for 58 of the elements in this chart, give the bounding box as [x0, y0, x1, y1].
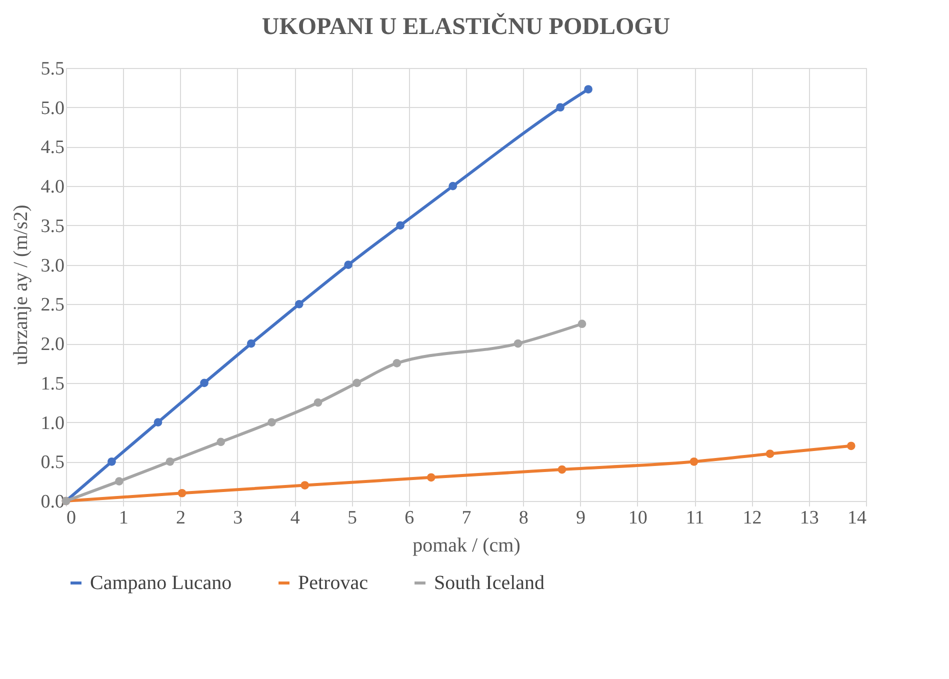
y-tick-label: 4.0 — [40, 176, 64, 198]
point — [300, 481, 310, 490]
y-tick-label: 4.5 — [40, 137, 64, 158]
point — [294, 300, 304, 308]
y-axis-title: ubrzanje ay / (m/s2) — [10, 204, 32, 366]
y-tick-label: 5.0 — [40, 98, 64, 119]
point — [344, 260, 352, 269]
point — [426, 473, 436, 482]
y-tick-label: 0.5 — [40, 452, 64, 474]
point — [178, 488, 186, 498]
point — [514, 339, 522, 348]
point — [314, 398, 322, 407]
legend-label: South Iceland — [434, 572, 545, 594]
y-tick-label: 3.5 — [40, 216, 64, 237]
x-tick-label: 5 — [347, 508, 357, 528]
x-tick-label: 14 — [848, 508, 867, 528]
y-tick-label: 3.0 — [40, 255, 64, 276]
y-tick-label: 1.5 — [40, 373, 64, 394]
point — [584, 85, 592, 94]
x-tick-label: 9 — [576, 508, 586, 528]
x-tick-label: 13 — [800, 508, 819, 528]
point — [558, 465, 566, 474]
x-tick-label: 2 — [176, 508, 186, 528]
legend-label: Campano Lucano — [90, 572, 232, 594]
x-tick-label: 7 — [462, 508, 472, 528]
point — [556, 103, 564, 112]
point — [448, 182, 458, 190]
point — [846, 442, 856, 450]
point — [690, 457, 698, 466]
point — [108, 457, 116, 466]
x-tick-label: 1 — [118, 508, 128, 528]
x-tick-label: 6 — [404, 508, 414, 528]
point — [352, 378, 362, 388]
point — [392, 359, 402, 368]
x-tick-label: 4 — [290, 508, 300, 528]
y-tick-label: 2.5 — [40, 294, 64, 316]
x-tick-label: 3 — [233, 508, 243, 528]
point — [396, 221, 404, 230]
point — [578, 320, 586, 328]
x-tick-label: 0 — [66, 508, 76, 528]
legend-label: Petrovac — [298, 572, 368, 594]
point — [216, 438, 226, 446]
x-tick-label: 11 — [686, 508, 704, 528]
x-tick-label: 8 — [518, 508, 528, 528]
point — [766, 450, 774, 458]
x-axis-title: pomak / (cm) — [412, 534, 520, 556]
point — [154, 418, 162, 426]
point — [166, 457, 174, 466]
y-tick-label: 5.5 — [40, 58, 64, 80]
y-tick-label: 2.0 — [40, 334, 64, 356]
point — [268, 418, 276, 426]
point — [200, 378, 208, 388]
x-tick-label: 12 — [742, 508, 762, 528]
point — [246, 339, 256, 348]
chart-title: UKOPANI U ELASTIČNU PODLOGU — [262, 13, 670, 40]
x-tick-label: 10 — [628, 508, 648, 528]
y-tick-label: 1.0 — [40, 412, 64, 434]
point — [114, 477, 124, 486]
